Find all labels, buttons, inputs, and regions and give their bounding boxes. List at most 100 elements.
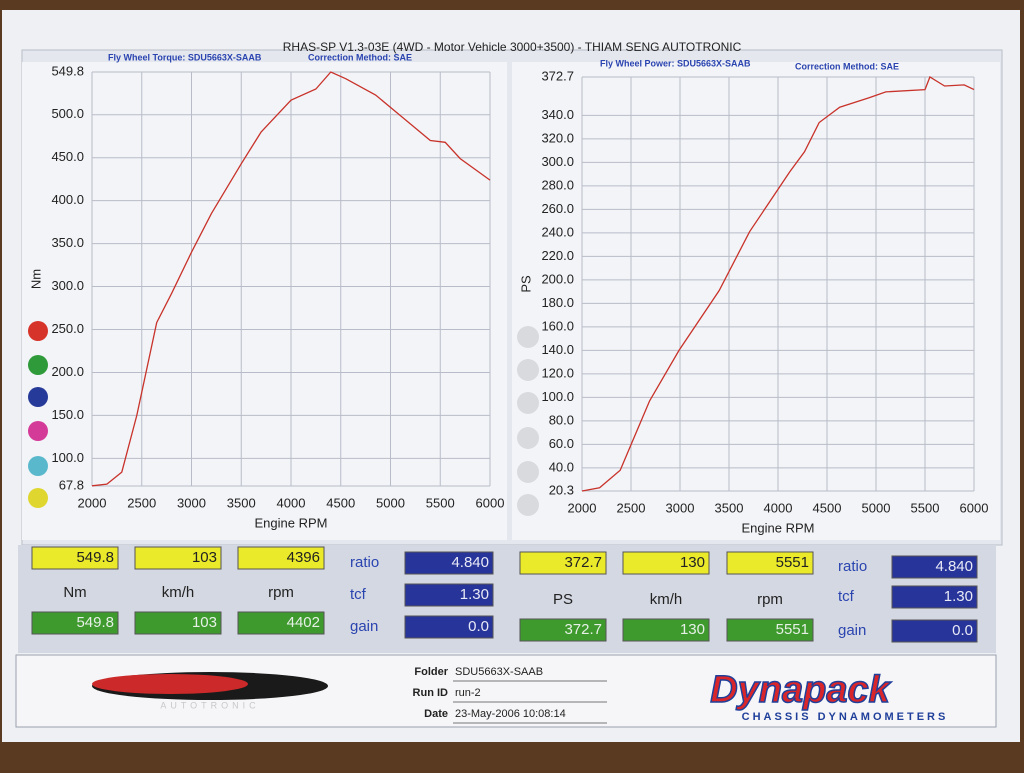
y-tick-label: 67.8 (59, 477, 84, 492)
chart-note: Correction Method: SAE (795, 61, 899, 71)
x-tick-label: 5500 (911, 500, 940, 515)
readout-unit: PS (553, 591, 573, 608)
readout-value: 372.7 (564, 621, 602, 638)
y-tick-label: 250.0 (51, 321, 84, 336)
x-tick-label: 5000 (862, 500, 891, 515)
x-axis-label: Engine RPM (255, 515, 328, 530)
param-value: 1.30 (460, 586, 489, 603)
y-tick-label: 60.0 (549, 436, 574, 451)
readout-unit: rpm (268, 584, 294, 601)
y-tick-label: 160.0 (541, 318, 574, 333)
x-tick-label: 6000 (476, 495, 505, 510)
dot (517, 494, 539, 516)
param-value: 4.840 (935, 558, 973, 575)
x-tick-label: 2000 (568, 500, 597, 515)
torque-power-line (581, 76, 975, 492)
x-tick-label: 3000 (666, 500, 695, 515)
y-tick-label: 400.0 (51, 192, 84, 207)
x-tick-label: 2500 (617, 500, 646, 515)
field-value: SDU5663X-SAAB (455, 666, 543, 678)
y-axis-label: Nm (28, 269, 43, 289)
x-axis-label: Engine RPM (742, 520, 815, 535)
readout-value: 4396 (287, 549, 320, 566)
field-value: run-2 (455, 687, 481, 699)
param-label: gain (838, 622, 866, 639)
y-tick-label: 372.7 (541, 68, 574, 83)
right-panel (512, 62, 1000, 540)
dot (517, 359, 539, 381)
dot (28, 421, 48, 441)
y-tick-label: 260.0 (541, 201, 574, 216)
y-tick-label: 300.0 (541, 154, 574, 169)
readout-box (31, 611, 119, 635)
param-label: gain (350, 618, 378, 635)
y-tick-label: 40.0 (549, 459, 574, 474)
dot (517, 392, 539, 414)
param-box (404, 551, 494, 575)
readout-value: 103 (192, 614, 217, 631)
y-tick-label: 200.0 (541, 271, 574, 286)
x-tick-label: 5000 (376, 495, 405, 510)
x-tick-label: 2500 (127, 495, 156, 510)
readout-value: 372.7 (564, 554, 602, 571)
brand-sub: CHASSIS DYNAMOMETERS (742, 711, 949, 723)
readout-value: 549.8 (76, 549, 114, 566)
param-value: 0.0 (468, 618, 489, 635)
param-box (891, 585, 978, 609)
param-value: 4.840 (451, 554, 489, 571)
dot (28, 456, 48, 476)
param-label: ratio (838, 558, 867, 575)
y-tick-label: 350.0 (51, 235, 84, 250)
y-tick-label: 100.0 (51, 450, 84, 465)
y-tick-label: 549.8 (51, 63, 84, 78)
param-box (404, 615, 494, 639)
readout-box (237, 546, 325, 570)
readout-unit: rpm (757, 591, 783, 608)
y-tick-label: 200.0 (51, 364, 84, 379)
field-label: Run ID (413, 687, 448, 699)
field-value: 23-May-2006 10:08:14 (455, 708, 566, 720)
dot (28, 387, 48, 407)
readout-value: 5551 (776, 554, 809, 571)
chart-subtitle: Fly Wheel Power: SDU5663X-SAAB (600, 58, 751, 68)
logo-text: AUTOTRONIC (160, 700, 259, 710)
dot (517, 326, 539, 348)
y-tick-label: 120.0 (541, 365, 574, 380)
x-tick-label: 5500 (426, 495, 455, 510)
brand: Dynapack (710, 669, 891, 711)
trace-dots (28, 321, 539, 516)
readout-value: 130 (680, 554, 705, 571)
readout-box (237, 611, 325, 635)
readout-value: 549.8 (76, 614, 114, 631)
readout-box (134, 546, 222, 570)
x-tick-label: 4000 (277, 495, 306, 510)
y-tick-label: 340.0 (541, 107, 574, 122)
readout-box (726, 551, 814, 575)
readout-value: 130 (680, 621, 705, 638)
readout-value: 5551 (776, 621, 809, 638)
y-tick-label: 180.0 (541, 295, 574, 310)
dot (28, 488, 48, 508)
param-box (891, 555, 978, 579)
dot (28, 355, 48, 375)
readout-box (31, 546, 119, 570)
param-box (891, 619, 978, 643)
readout-box (519, 618, 607, 642)
readout-unit: km/h (162, 584, 195, 601)
param-value: 1.30 (944, 588, 973, 605)
x-tick-label: 4000 (764, 500, 793, 515)
left-panel (22, 62, 507, 540)
chart-note: Correction Method: SAE (308, 52, 412, 62)
readout-box (519, 551, 607, 575)
readout-value: 103 (192, 549, 217, 566)
field-label: Date (424, 708, 448, 720)
logo-swoosh (92, 674, 248, 694)
x-tick-label: 2000 (78, 495, 107, 510)
chart-subtitle: Fly Wheel Torque: SDU5663X-SAAB (108, 52, 262, 62)
y-axis-label: PS (518, 275, 533, 293)
param-box (404, 583, 494, 607)
dot (517, 461, 539, 483)
x-tick-label: 3000 (177, 495, 206, 510)
